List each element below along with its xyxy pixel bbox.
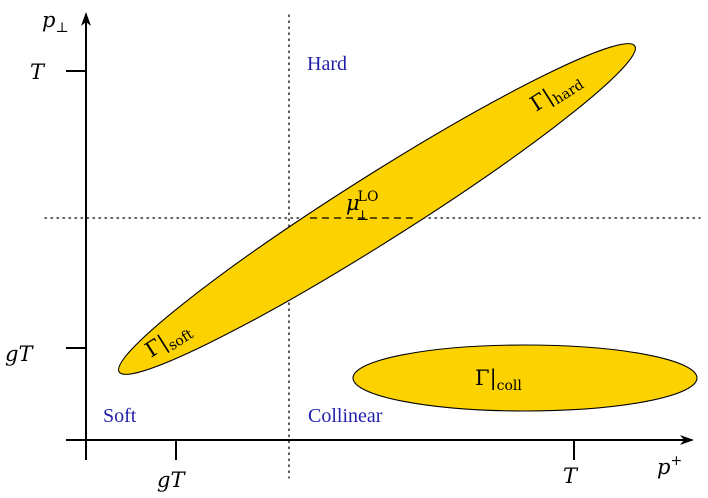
collinear-gamma-blob: [352, 344, 698, 412]
y-tick-label-gT: gT: [5, 342, 34, 366]
mu-perp-sub-label: ⊥: [356, 208, 369, 224]
diagonal-gamma-blob: [118, 43, 636, 375]
x-axis-label: p+: [657, 453, 682, 479]
region-label-soft: Soft: [103, 405, 137, 427]
y-axis-label: p⊥: [42, 8, 69, 36]
y-tick-label-T: T: [30, 60, 46, 84]
mu-perp-lo-label: μLO: [346, 189, 378, 215]
region-label-hard: Hard: [307, 53, 347, 75]
x-tick-label-T: T: [563, 464, 579, 488]
region-label-collinear: Collinear: [308, 405, 383, 427]
x-tick-label-gT: gT: [157, 468, 186, 492]
gamma-coll-label: Γ|coll: [475, 366, 522, 394]
